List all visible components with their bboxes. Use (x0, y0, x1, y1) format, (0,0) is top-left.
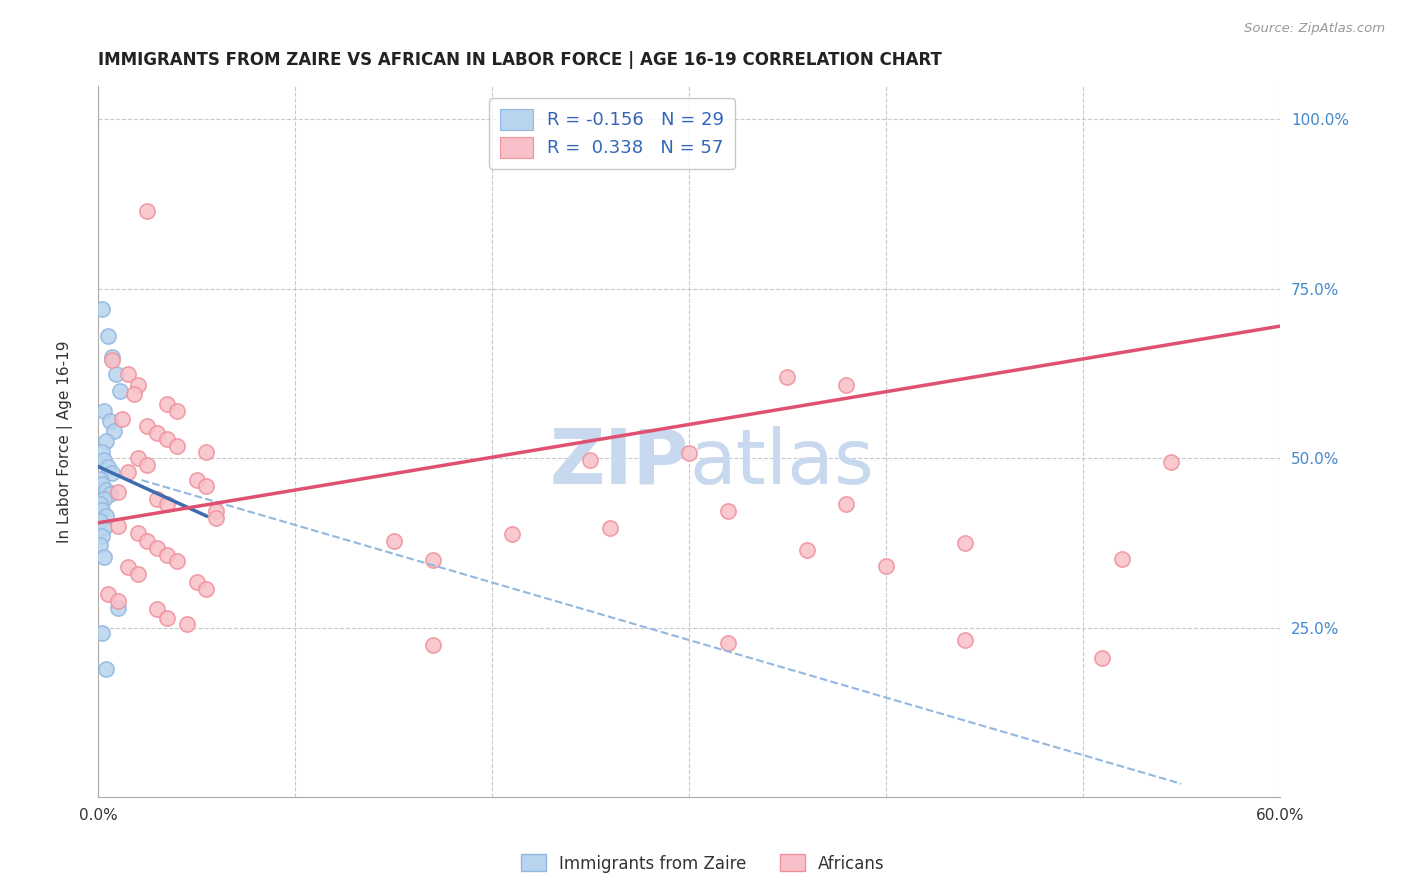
Legend: R = -0.156   N = 29, R =  0.338   N = 57: R = -0.156 N = 29, R = 0.338 N = 57 (489, 98, 735, 169)
Point (156, 611, 179, 625)
Point (166, 404, 188, 418)
Point (127, 566, 149, 581)
Point (1091, 651, 1114, 665)
Point (136, 458, 159, 472)
Point (186, 473, 208, 487)
Point (835, 498, 858, 512)
Point (93, 491, 115, 506)
Point (1111, 551, 1133, 566)
Y-axis label: In Labor Force | Age 16-19: In Labor Force | Age 16-19 (58, 340, 73, 542)
Point (678, 446, 700, 460)
Point (89, 514, 111, 528)
Text: IMMIGRANTS FROM ZAIRE VS AFRICAN IN LABOR FORCE | AGE 16-19 CORRELATION CHART: IMMIGRANTS FROM ZAIRE VS AFRICAN IN LABO… (98, 51, 942, 69)
Point (107, 593, 129, 607)
Point (156, 433, 179, 447)
Point (146, 541, 169, 555)
Point (195, 478, 218, 492)
Point (91, 444, 114, 458)
Point (176, 617, 198, 632)
Point (127, 451, 149, 466)
Point (717, 636, 740, 650)
Point (195, 582, 218, 596)
Point (91, 626, 114, 640)
Point (103, 424, 125, 438)
Point (146, 425, 169, 440)
Point (91, 477, 114, 491)
Point (796, 542, 818, 557)
Point (117, 367, 139, 381)
Point (107, 485, 129, 500)
Point (166, 439, 188, 453)
Point (89, 472, 111, 486)
Point (422, 638, 444, 652)
Point (1160, 455, 1182, 469)
Text: Source: ZipAtlas.com: Source: ZipAtlas.com (1244, 22, 1385, 36)
Point (91, 302, 114, 317)
Point (94, 662, 117, 676)
Point (835, 378, 858, 392)
Point (101, 350, 124, 364)
Point (98, 414, 121, 428)
Point (422, 553, 444, 567)
Legend: Immigrants from Zaire, Africans: Immigrants from Zaire, Africans (515, 847, 891, 880)
Point (94, 434, 117, 449)
Point (104, 367, 127, 381)
Point (599, 520, 621, 534)
Point (146, 602, 169, 616)
Point (127, 525, 149, 540)
Point (93, 452, 115, 467)
Point (97, 587, 120, 601)
Point (108, 384, 131, 398)
Point (98, 486, 121, 500)
Point (156, 548, 179, 562)
Point (136, 534, 159, 549)
Point (127, 378, 149, 392)
Point (136, 418, 159, 433)
Point (579, 452, 602, 467)
Point (166, 554, 188, 568)
Point (186, 574, 208, 589)
Text: ZIP: ZIP (550, 425, 689, 500)
Point (94, 508, 117, 523)
Point (156, 397, 179, 411)
Point (91, 529, 114, 543)
Point (91, 503, 114, 517)
Point (101, 353, 124, 368)
Point (195, 444, 218, 458)
Point (717, 504, 740, 518)
Point (875, 558, 897, 573)
Point (501, 527, 523, 541)
Point (97, 459, 120, 474)
Point (136, 203, 159, 218)
Point (205, 504, 228, 518)
Point (93, 404, 115, 418)
Point (382, 534, 405, 549)
Point (205, 511, 228, 525)
Point (89, 538, 111, 552)
Point (111, 412, 134, 426)
Point (122, 387, 145, 401)
Point (93, 520, 115, 534)
Point (89, 498, 111, 512)
Point (953, 633, 976, 648)
Point (97, 329, 120, 343)
Text: atlas: atlas (689, 425, 873, 500)
Point (107, 600, 129, 615)
Point (953, 536, 976, 550)
Point (156, 498, 179, 512)
Point (107, 519, 129, 533)
Point (93, 549, 115, 564)
Point (94, 483, 117, 497)
Point (146, 491, 169, 506)
Point (776, 370, 799, 384)
Point (117, 465, 139, 479)
Point (101, 467, 124, 481)
Point (117, 559, 139, 574)
